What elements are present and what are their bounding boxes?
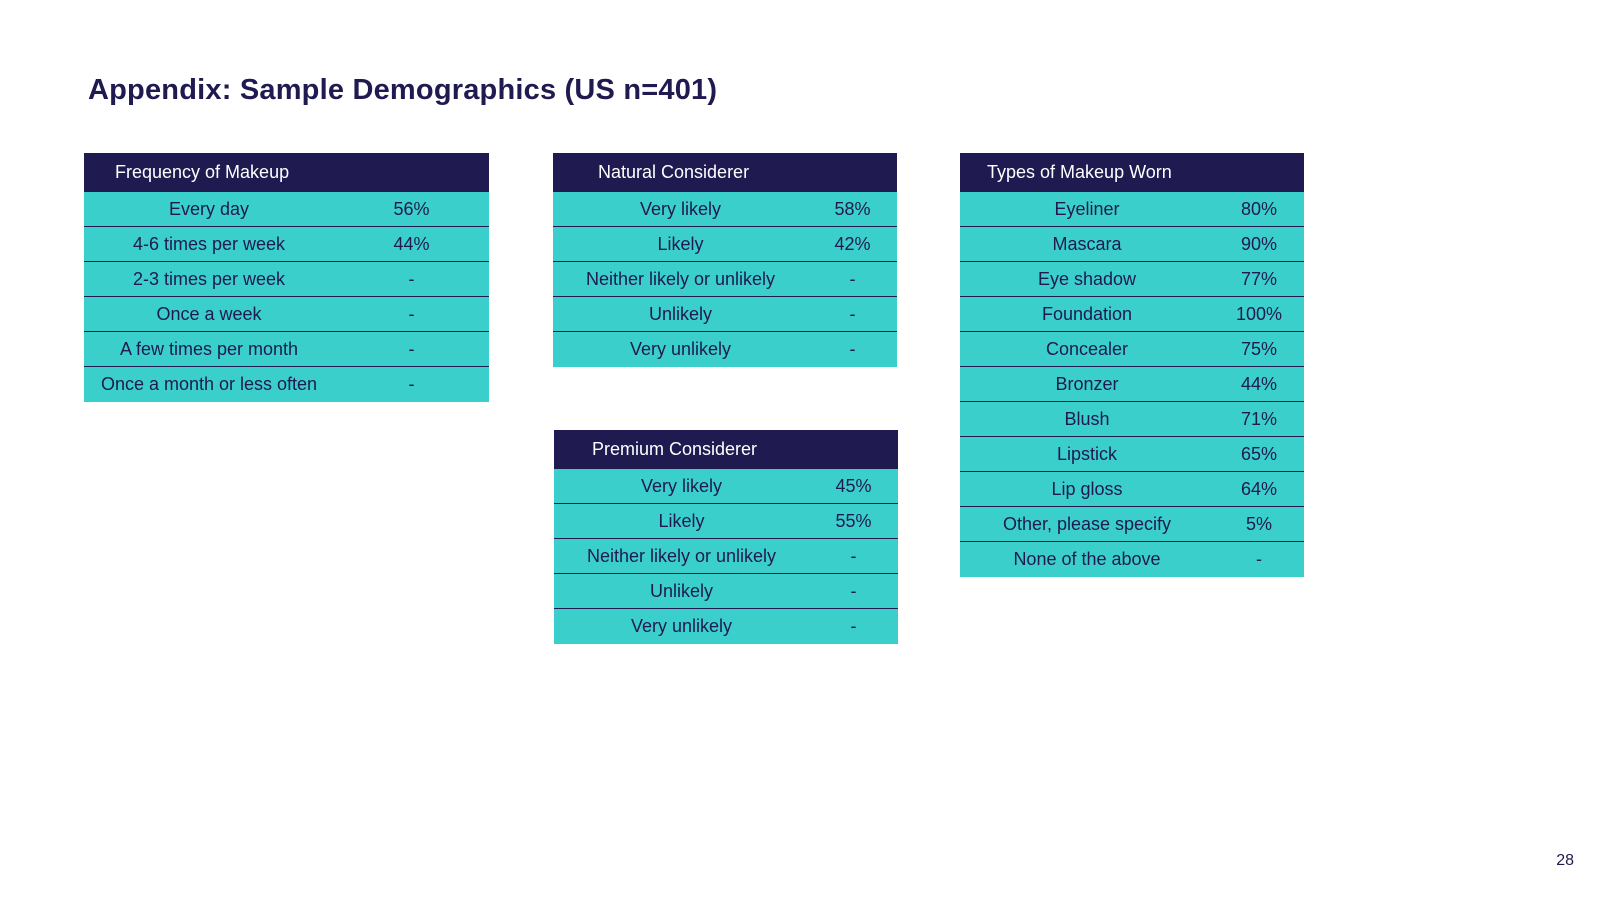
table-row: Likely 42% <box>553 227 897 262</box>
row-value: - <box>408 303 415 324</box>
table-row: Likely 55% <box>554 504 898 539</box>
table-header: Frequency of Makeup <box>84 153 489 192</box>
table-row: Unlikely - <box>554 574 898 609</box>
row-value: 75% <box>1240 338 1278 359</box>
row-label: Eyeliner <box>1054 198 1120 219</box>
row-value: - <box>1256 549 1262 569</box>
table-row: Bronzer 44% <box>960 367 1304 402</box>
row-label: None of the above <box>1013 549 1161 569</box>
row-value: 58% <box>834 198 871 219</box>
row-value: - <box>849 268 856 289</box>
row-value: 42% <box>834 233 871 254</box>
page-number: 28 <box>1556 852 1574 869</box>
table-row: Mascara 90% <box>960 227 1304 262</box>
row-value: 45% <box>835 475 872 496</box>
table-row: A few times per month - <box>84 332 489 367</box>
row-label: Other, please specify <box>1002 513 1172 534</box>
table-row: Neither likely or unlikely - <box>554 539 898 574</box>
row-label: Blush <box>1064 408 1110 429</box>
row-value: 71% <box>1240 408 1278 429</box>
table-row: 2-3 times per week - <box>84 262 489 297</box>
table-row: Foundation 100% <box>960 297 1304 332</box>
row-label: Unlikely <box>649 580 714 601</box>
table-row: Lip gloss 64% <box>960 472 1304 507</box>
row-label: A few times per month <box>119 338 299 359</box>
table-row: Every day 56% <box>84 192 489 227</box>
row-value: 5% <box>1245 513 1272 534</box>
row-label: Mascara <box>1052 233 1122 254</box>
row-label: Very unlikely <box>630 616 733 636</box>
row-value: - <box>849 303 856 324</box>
row-label: Foundation <box>1041 303 1133 324</box>
row-value: 90% <box>1240 233 1278 254</box>
row-value: - <box>408 338 415 359</box>
row-value: 100% <box>1235 303 1283 324</box>
row-label: Likely <box>657 233 704 254</box>
row-label: Once a month or less often <box>100 374 318 394</box>
table-row: None of the above - <box>960 542 1304 577</box>
table-row: Blush 71% <box>960 402 1304 437</box>
row-value: 64% <box>1240 478 1278 499</box>
types-of-makeup-worn-table: Types of Makeup Worn Eyeliner 80% Mascara 9… <box>960 153 1304 577</box>
row-label: Very likely <box>639 198 722 219</box>
table-row: Unlikely - <box>553 297 897 332</box>
table-header: Natural Considerer <box>553 153 897 192</box>
row-value: - <box>849 339 856 359</box>
page-title: Appendix: Sample Demographics (US n=401) <box>88 74 718 106</box>
row-label: Lip gloss <box>1051 478 1123 499</box>
row-value: 44% <box>393 233 430 254</box>
row-label: Bronzer <box>1055 373 1119 394</box>
table-row: Very likely 58% <box>553 192 897 227</box>
table-row: Lipstick 65% <box>960 437 1304 472</box>
row-label: Likely <box>658 510 705 531</box>
row-label: 2-3 times per week <box>132 268 286 289</box>
row-label: Very unlikely <box>629 339 732 359</box>
row-value: - <box>850 545 857 566</box>
table-row: Very unlikely - <box>553 332 897 367</box>
row-label: Every day <box>168 198 250 219</box>
row-label: Unlikely <box>648 303 713 324</box>
row-label: Very likely <box>640 475 723 496</box>
row-label: Neither likely or unlikely <box>586 545 777 566</box>
table-row: Concealer 75% <box>960 332 1304 367</box>
row-label: Neither likely or unlikely <box>585 268 776 289</box>
table-row: Other, please specify 5% <box>960 507 1304 542</box>
table-row: Very unlikely - <box>554 609 898 644</box>
premium-considerer-table: Premium Considerer Very likely 45% Likely 5… <box>554 430 898 644</box>
row-value: - <box>850 616 857 636</box>
table-header: Premium Considerer <box>554 430 898 469</box>
row-label: Lipstick <box>1056 443 1118 464</box>
row-label: Once a week <box>156 303 262 324</box>
row-value: 56% <box>393 198 430 219</box>
row-value: 65% <box>1240 443 1278 464</box>
row-value: 80% <box>1240 198 1278 219</box>
row-label: Concealer <box>1045 338 1129 359</box>
row-value: 77% <box>1240 268 1278 289</box>
natural-considerer-table: Natural Considerer Very likely 58% Likely 4… <box>553 153 897 367</box>
row-value: - <box>850 580 857 601</box>
table-row: Once a month or less often - <box>84 367 489 402</box>
table-row: Once a week - <box>84 297 489 332</box>
row-value: - <box>408 268 415 289</box>
table-row: Eye shadow 77% <box>960 262 1304 297</box>
row-value: 44% <box>1240 373 1278 394</box>
table-header: Types of Makeup Worn <box>960 153 1304 192</box>
row-label: 4-6 times per week <box>132 233 286 254</box>
row-label: Eye shadow <box>1037 268 1137 289</box>
row-value: 55% <box>835 510 872 531</box>
table-row: 4-6 times per week 44% <box>84 227 489 262</box>
table-row: Eyeliner 80% <box>960 192 1304 227</box>
row-value: - <box>408 374 415 394</box>
table-row: Very likely 45% <box>554 469 898 504</box>
frequency-of-makeup-table: Frequency of Makeup Every day 56% 4-6 time… <box>84 153 489 402</box>
table-row: Neither likely or unlikely - <box>553 262 897 297</box>
